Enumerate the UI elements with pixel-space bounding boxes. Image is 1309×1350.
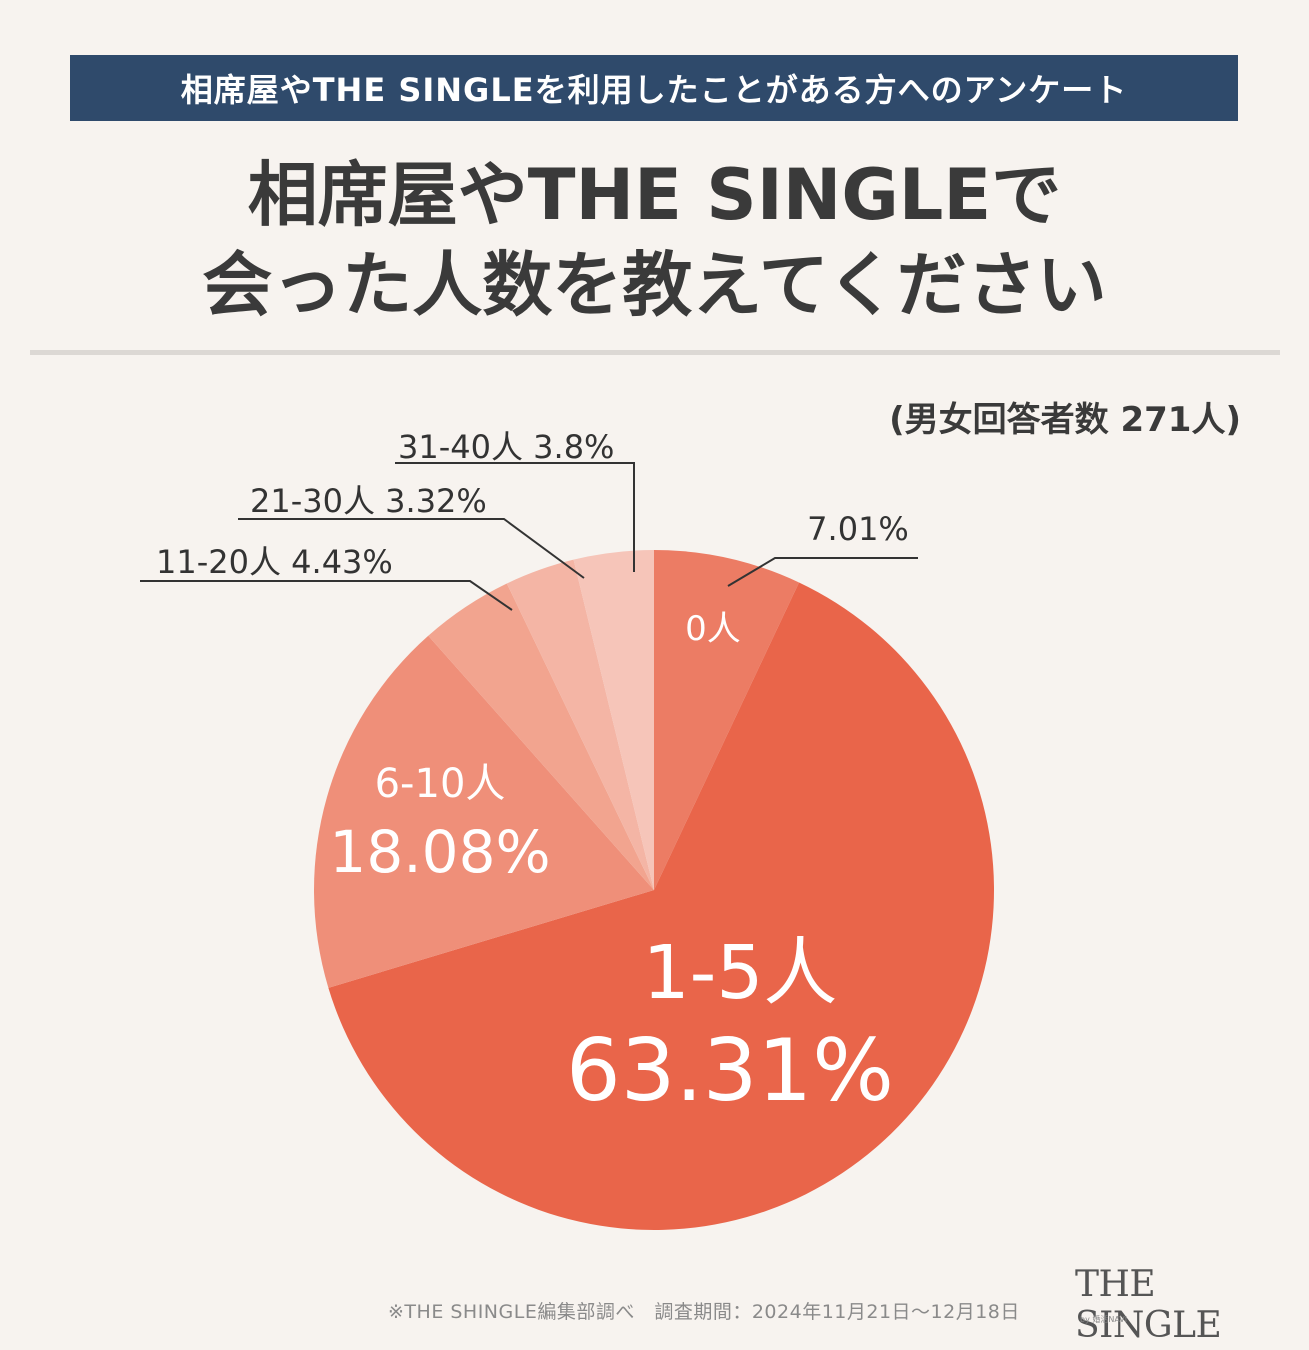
brand-logo: THE SINGLE bbox=[1075, 1264, 1222, 1346]
slice-ext-label-5: 31-40人 3.8% bbox=[398, 428, 614, 466]
leader-line-0 bbox=[727, 557, 918, 587]
footnote: ※THE SHINGLE編集部調べ 調査期間：2024年11月21日〜12月18… bbox=[388, 1301, 1020, 1323]
pie-slice-2 bbox=[314, 635, 654, 988]
slice-value-2: 18.08% bbox=[329, 818, 550, 886]
leader-line-4 bbox=[238, 518, 585, 579]
pie-slice-5 bbox=[573, 550, 654, 890]
brand-logo-sub: by 婚活NAVI bbox=[1080, 1315, 1128, 1324]
pie-slice-3 bbox=[428, 583, 654, 890]
leader-line-5 bbox=[395, 462, 635, 572]
slice-ext-label-3: 11-20人 4.43% bbox=[156, 543, 393, 581]
survey-banner: 相席屋やTHE SINGLEを利用したことがある方へのアンケート bbox=[70, 55, 1238, 121]
pie-slice-0 bbox=[654, 550, 800, 890]
pie-slice-4 bbox=[506, 559, 654, 890]
slice-value-0: 7.01% bbox=[807, 510, 909, 548]
respondent-count: (男女回答者数 271人) bbox=[889, 400, 1241, 440]
slice-value-1: 63.31% bbox=[566, 1021, 894, 1121]
leader-line-3 bbox=[140, 580, 513, 611]
divider bbox=[30, 350, 1280, 355]
slice-ext-label-4: 21-30人 3.32% bbox=[250, 482, 487, 520]
chart-title-line1: 相席屋やTHE SINGLEで bbox=[247, 154, 1062, 236]
chart-title-line2: 会った人数を教えてください bbox=[202, 244, 1107, 326]
slice-label-1: 1-5人 bbox=[643, 930, 838, 1016]
slice-label-2: 6-10人 bbox=[375, 761, 506, 807]
pie-slice-1 bbox=[328, 582, 995, 1230]
slice-label-0: 0人 bbox=[685, 609, 741, 649]
